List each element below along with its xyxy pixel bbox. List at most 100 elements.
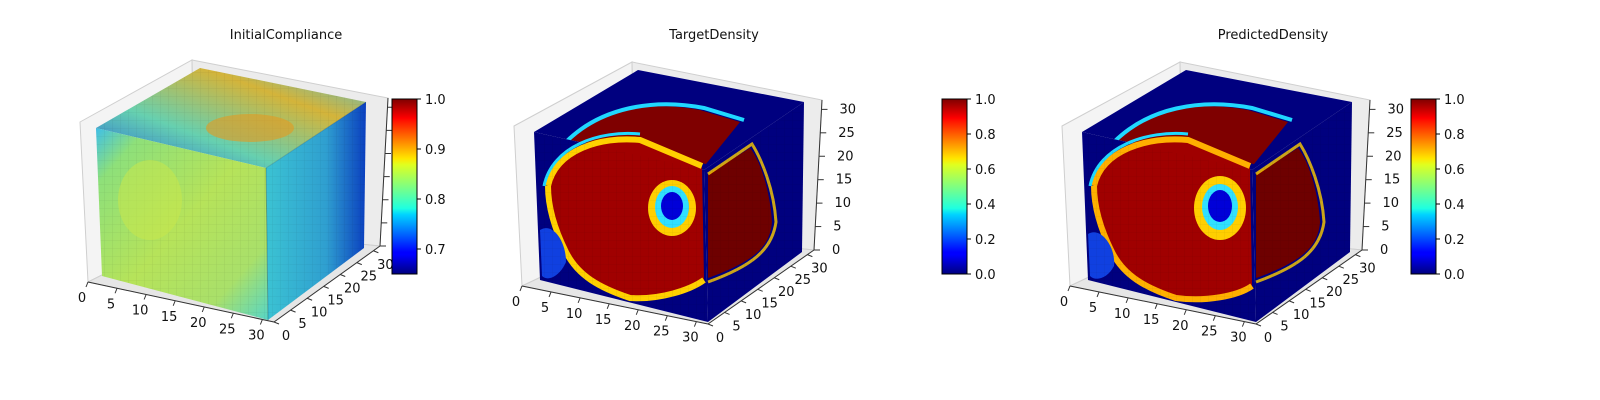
z-tick-label: 10 [1383, 196, 1400, 211]
x-tick-label: 10 [566, 307, 583, 322]
colorbar-tick-label: 0.8 [1444, 128, 1465, 143]
colorbar-tick-label: 0.8 [425, 193, 446, 208]
x-tick-mark [114, 288, 118, 294]
y-tick-mark [707, 323, 714, 327]
y-tick-label: 20 [344, 282, 361, 297]
z-axis-line [813, 99, 823, 251]
x-axis-line [521, 285, 709, 325]
z-tick-label: 20 [837, 149, 854, 164]
colorbar-tick-label: 0.7 [425, 243, 446, 258]
y-tick-label: 5 [732, 319, 740, 334]
z-tick-labels: 0 5 10 15 20 25 30 [1362, 102, 1404, 258]
x-axis-line [1069, 285, 1257, 325]
chart-title: PredictedDensity [1218, 28, 1329, 43]
colorbar [1410, 98, 1437, 275]
cube-edge [265, 167, 269, 321]
x-tick-label: 20 [624, 319, 641, 334]
x-tick-labels: 0 5 10 15 20 25 30 [78, 281, 265, 344]
z-tick-label: 20 [1385, 149, 1402, 164]
y-tick-label: 10 [745, 308, 762, 323]
z-tick-label: 15 [836, 173, 853, 188]
x-tick-labels: 0 5 10 15 20 25 30 [512, 285, 699, 346]
colorbar-tick-label: 0.9 [425, 143, 446, 158]
y-tick-label: 15 [761, 296, 778, 311]
y-tick-mark [757, 288, 763, 292]
x-tick-mark [1067, 285, 1071, 292]
cube-side-face-grid [704, 102, 804, 322]
x-tick-mark [1212, 315, 1216, 321]
x-tick-mark [201, 306, 205, 313]
z-tick-label: 30 [840, 102, 857, 117]
x-tick-mark [1241, 321, 1245, 327]
colorbar-ticks: 0.7 0.8 0.9 1.0 [417, 93, 446, 258]
x-tick-label: 25 [653, 325, 670, 340]
x-tick-mark [1183, 309, 1187, 315]
y-tick-mark [724, 311, 730, 315]
colorbar-tick-label: 0.2 [975, 233, 996, 248]
colorbar-tick-label: 0.8 [975, 128, 996, 143]
colorbar-ticks: 0.0 0.2 0.4 0.6 0.8 1.0 [967, 93, 996, 283]
cube-front-face-grid [534, 132, 708, 322]
x-tick-mark [664, 315, 668, 321]
y-tick-mark [273, 321, 280, 325]
y-tick-mark [1255, 323, 1262, 327]
x-tick-mark [1154, 303, 1158, 309]
y-axis-line [1255, 249, 1363, 325]
y-tick-mark [740, 300, 747, 304]
x-tick-label: 15 [595, 313, 612, 328]
y-tick-mark [356, 262, 362, 266]
cube-top-ring [564, 102, 745, 144]
cube-edge [265, 101, 367, 169]
y-tick-mark [1322, 277, 1328, 281]
panel-initial-compliance: InitialCompliance 0 5 10 15 20 25 30 051015202… [78, 28, 446, 344]
chart-title: TargetDensity [668, 28, 759, 43]
y-tick-mark [373, 250, 379, 254]
y-tick-label: 20 [778, 285, 795, 300]
y-tick-label: 0 [1264, 331, 1272, 346]
y-tick-mark [306, 297, 313, 301]
colorbar-ticks: 0.0 0.2 0.4 0.6 0.8 1.0 [1436, 93, 1465, 283]
cube-front-face-grid [1082, 132, 1256, 322]
x-tick-label: 10 [1114, 307, 1131, 322]
y-tick-mark [1338, 265, 1344, 269]
z-tick-label: 15 [1384, 173, 1401, 188]
x-tick-label: 25 [1201, 325, 1218, 340]
z-tick-label: 5 [1381, 220, 1389, 235]
z-axis-line [1361, 99, 1371, 251]
x-tick-mark [606, 303, 610, 309]
chart-title: InitialCompliance [230, 28, 343, 43]
x-tick-label: 5 [107, 297, 115, 312]
cube-top-ring [1112, 102, 1293, 144]
y-axis-line [273, 245, 381, 323]
y-tick-mark [340, 274, 346, 277]
cube-top-hotspot [206, 114, 294, 142]
x-tick-label: 30 [248, 329, 265, 344]
panel-target-density: TargetDensity 0 5 10 15 20 25 30 051015202530 … [512, 28, 996, 346]
z-tick-label: 0 [832, 243, 840, 258]
x-tick-label: 15 [1143, 313, 1160, 328]
y-tick-label: 30 [811, 262, 828, 277]
y-tick-mark [807, 254, 813, 258]
y-axis-line [707, 249, 815, 325]
y-tick-label: 5 [1280, 319, 1288, 334]
y-tick-label: 30 [1359, 262, 1376, 277]
y-tick-mark [1288, 300, 1295, 304]
cube-top-red-band [570, 106, 740, 164]
colorbar-tick-label: 1.0 [425, 93, 446, 108]
y-tick-label: 20 [1326, 285, 1343, 300]
cube-front-hotspot [118, 160, 182, 240]
x-tick-mark [693, 321, 697, 327]
x-tick-label: 30 [682, 331, 699, 346]
z-tick-label: 25 [1386, 126, 1403, 141]
panel-predicted-density: PredictedDensity 0 5 10 15 20 25 30 0510152025… [1060, 28, 1465, 346]
y-tick-label: 30 [377, 258, 394, 273]
x-tick-label: 10 [132, 304, 149, 319]
x-tick-labels: 0 5 10 15 20 25 30 [1060, 285, 1247, 346]
x-tick-label: 30 [1230, 331, 1247, 346]
x-tick-label: 0 [78, 291, 86, 306]
x-tick-mark [519, 285, 523, 292]
y-tick-label: 0 [282, 329, 290, 344]
